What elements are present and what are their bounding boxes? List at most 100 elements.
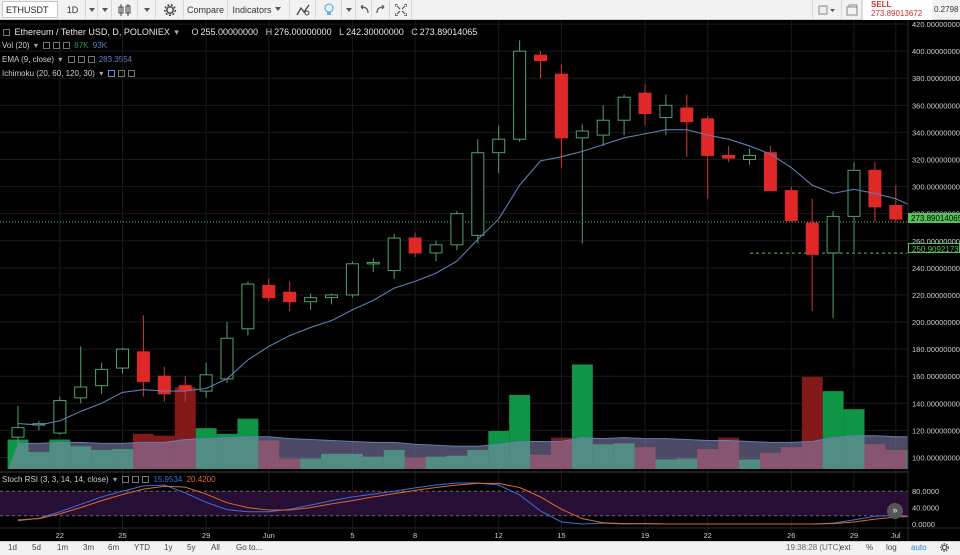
candles-style-icon[interactable] bbox=[112, 0, 138, 19]
interval-selector[interactable]: 1D bbox=[60, 0, 86, 19]
range-6m[interactable]: 6m bbox=[108, 543, 120, 552]
volume-menu-icon[interactable]: ▾ bbox=[33, 41, 38, 50]
candle-body bbox=[784, 190, 798, 221]
x-tick-label: 25 bbox=[118, 531, 126, 540]
y-tick-label: 380.00000000 bbox=[912, 74, 960, 83]
interval-dropdown-icon[interactable] bbox=[86, 0, 98, 19]
ichimoku-label[interactable]: Ichimoku (20, 60, 120, 30) bbox=[2, 69, 95, 78]
settings-icon[interactable] bbox=[53, 42, 61, 49]
x-tick-label: 26 bbox=[787, 531, 795, 540]
stoch-menu-icon[interactable]: ▾ bbox=[112, 475, 117, 484]
fullscreen-icon[interactable] bbox=[390, 0, 412, 19]
utc-clock[interactable]: 19:38:28 (UTC) bbox=[786, 543, 842, 552]
candle bbox=[722, 145, 736, 163]
candle-body bbox=[763, 152, 777, 192]
close-value: 273.89014065 bbox=[419, 27, 478, 37]
volume-label[interactable]: Vol (20) bbox=[2, 41, 30, 50]
close-icon[interactable] bbox=[142, 476, 150, 483]
chevron-down-icon[interactable] bbox=[98, 0, 112, 19]
hide-icon[interactable] bbox=[108, 70, 116, 77]
candle bbox=[701, 116, 715, 199]
color-picker-icon[interactable] bbox=[812, 0, 842, 19]
price-chart-canvas[interactable]: 420.00000000 400.00000000 380.00000000 360.… bbox=[0, 20, 960, 541]
candle bbox=[575, 124, 589, 244]
candle bbox=[345, 261, 359, 298]
candle bbox=[157, 366, 171, 402]
log-scale-toggle[interactable]: log bbox=[886, 543, 897, 552]
indicators-button[interactable]: Indicators bbox=[228, 0, 290, 19]
compare-button[interactable]: Compare bbox=[184, 0, 228, 19]
y-tick-label: 220.00000000 bbox=[912, 291, 960, 300]
x-tick-label: 15 bbox=[557, 531, 565, 540]
close-icon[interactable] bbox=[128, 70, 136, 77]
symbol-search-input[interactable]: ETHUSDT bbox=[2, 1, 58, 18]
candle-body bbox=[136, 351, 150, 383]
candle bbox=[199, 362, 213, 398]
y-tick-label: 400.00000000 bbox=[912, 47, 960, 56]
candle bbox=[11, 405, 25, 444]
y-tick-label: 160.00000000 bbox=[912, 372, 960, 381]
bottom-settings-icon[interactable] bbox=[940, 543, 949, 554]
extended-hours-toggle[interactable]: ext bbox=[840, 543, 851, 552]
x-tick-label: 12 bbox=[495, 531, 503, 540]
sell-label: SELL bbox=[871, 0, 892, 9]
sell-button[interactable]: SELL 273.89013672 bbox=[862, 0, 932, 20]
volume-ma-area bbox=[8, 435, 948, 469]
candle-body bbox=[847, 169, 861, 217]
sell-price: 273.89013672 bbox=[871, 9, 923, 18]
range-1d[interactable]: 1d bbox=[8, 543, 17, 552]
volume-legend: Vol (20) ▾ 87K 93K bbox=[2, 41, 109, 50]
hide-icon[interactable] bbox=[43, 42, 51, 49]
undo-icon[interactable] bbox=[356, 0, 372, 19]
candle bbox=[471, 139, 485, 244]
range-1y[interactable]: 1y bbox=[164, 543, 173, 552]
candle-body bbox=[889, 205, 903, 220]
series-menu-icon[interactable]: ▾ bbox=[174, 27, 179, 37]
candle bbox=[304, 293, 318, 310]
light-bulb-icon[interactable] bbox=[316, 0, 342, 19]
candle-body bbox=[575, 130, 589, 139]
candle-body bbox=[345, 263, 359, 296]
range-5d[interactable]: 5d bbox=[32, 543, 41, 552]
settings-icon[interactable] bbox=[118, 70, 126, 77]
chart-style-dropdown-icon[interactable] bbox=[138, 0, 156, 19]
settings-icon[interactable] bbox=[132, 476, 140, 483]
candle-body bbox=[492, 138, 506, 154]
candle bbox=[889, 185, 903, 222]
candle bbox=[596, 105, 610, 146]
range-ytd[interactable]: YTD bbox=[134, 543, 150, 552]
settings-icon[interactable] bbox=[77, 56, 85, 63]
scroll-to-realtime-icon[interactable]: » bbox=[887, 503, 903, 519]
goto-date-button[interactable]: Go to... bbox=[236, 543, 263, 552]
range-all[interactable]: All bbox=[211, 543, 220, 552]
candle-body bbox=[450, 213, 464, 246]
close-icon[interactable] bbox=[87, 56, 95, 63]
stoch-rsi-legend: Stoch RSI (3, 3, 14, 14, close) ▾ 15.953… bbox=[2, 475, 218, 484]
range-3m[interactable]: 3m bbox=[83, 543, 95, 552]
ema-label[interactable]: EMA (9, close) bbox=[2, 55, 55, 64]
settings-gear-icon[interactable] bbox=[156, 0, 184, 19]
range-1m[interactable]: 1m bbox=[57, 543, 69, 552]
candle-body bbox=[596, 119, 610, 136]
auto-scale-toggle[interactable]: auto bbox=[911, 543, 927, 552]
redo-icon[interactable] bbox=[372, 0, 390, 19]
ema-menu-icon[interactable]: ▾ bbox=[58, 55, 63, 64]
range-5y[interactable]: 5y bbox=[187, 543, 196, 552]
candle-body bbox=[53, 400, 67, 434]
hide-icon[interactable] bbox=[67, 56, 75, 63]
candle-body bbox=[220, 337, 234, 380]
window-icon[interactable] bbox=[842, 0, 862, 19]
bulb-dropdown-icon[interactable] bbox=[342, 0, 356, 19]
x-tick-label: 19 bbox=[641, 531, 649, 540]
candle-body bbox=[95, 368, 109, 387]
percent-scale-toggle[interactable]: % bbox=[866, 543, 874, 552]
close-icon[interactable] bbox=[63, 42, 71, 49]
hide-icon[interactable] bbox=[122, 476, 130, 483]
candle bbox=[680, 94, 694, 157]
ichimoku-menu-icon[interactable]: ▾ bbox=[99, 69, 104, 78]
alert-icon[interactable] bbox=[290, 0, 316, 19]
y-tick-label: 360.00000000 bbox=[912, 101, 960, 110]
stoch-rsi-label[interactable]: Stoch RSI (3, 3, 14, 14, close) bbox=[2, 475, 109, 484]
collapse-legend-icon[interactable] bbox=[3, 29, 10, 36]
